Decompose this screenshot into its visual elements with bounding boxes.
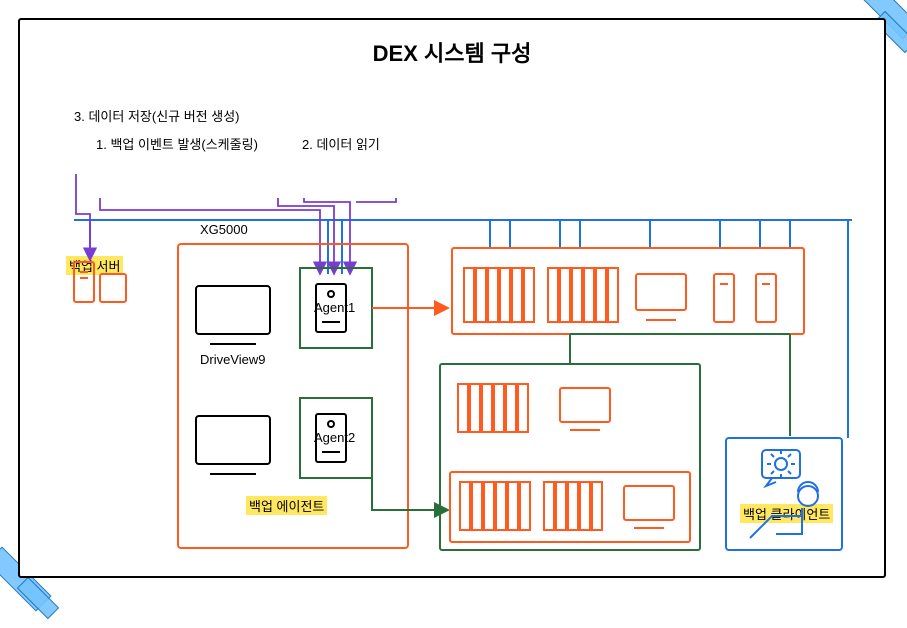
diagram-svg [20,68,888,628]
page-title: DEX 시스템 구성 [20,20,884,68]
diagram-frame: DEX 시스템 구성 3. 데이터 저장(신규 버전 생성) 1. 백업 이벤트… [18,18,886,578]
